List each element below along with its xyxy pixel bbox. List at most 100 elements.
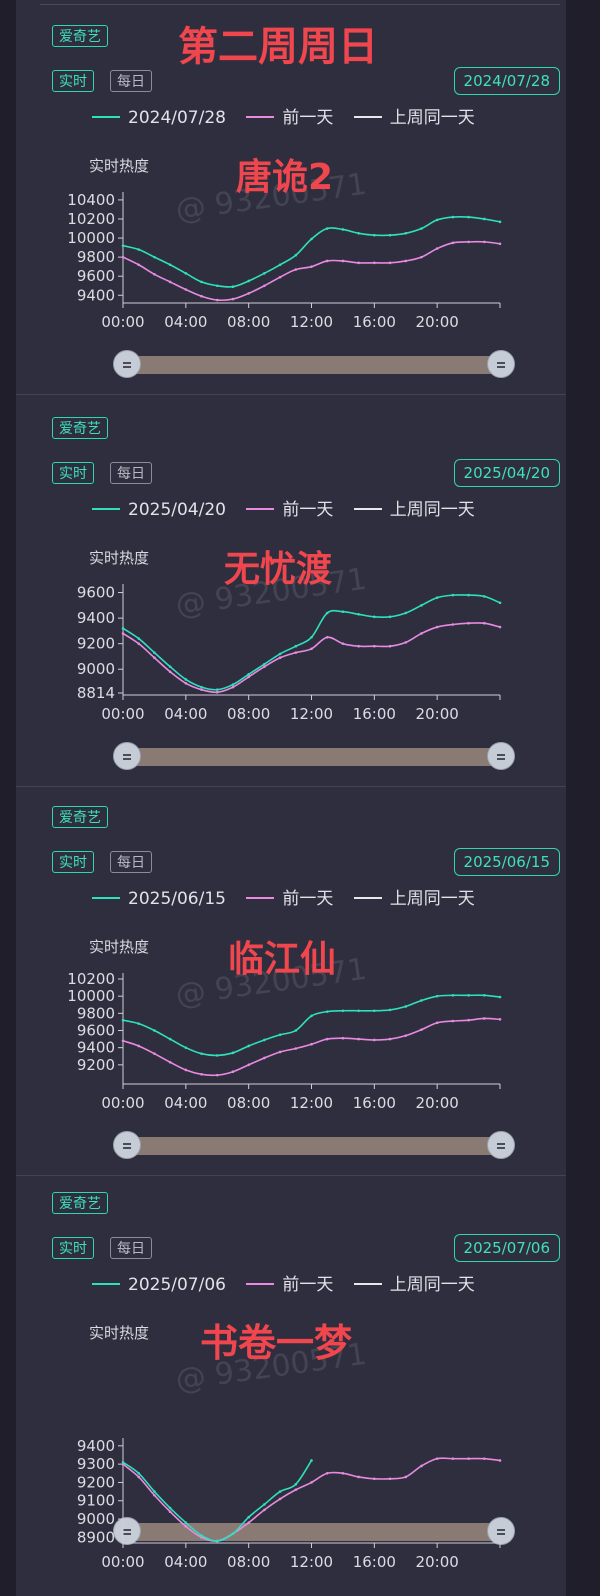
chart-legend: 2024/07/28 前一天 上周同一天 <box>92 103 490 128</box>
legend-label-current: 2025/07/06 <box>128 1275 226 1295</box>
slider-handle-right[interactable] <box>487 350 515 378</box>
legend-item-current[interactable]: 2025/07/06 <box>92 1275 226 1295</box>
data-point-current <box>153 255 156 259</box>
legend-item-last-week[interactable]: 上周同一天 <box>353 103 475 128</box>
date-picker-button[interactable]: 2024/07/28 <box>453 67 560 95</box>
time-range-slider[interactable] <box>113 350 515 380</box>
data-point-current <box>137 1471 141 1475</box>
slider-handle-left[interactable] <box>113 742 141 770</box>
data-point-prev-day <box>388 1037 392 1041</box>
data-point-prev-day <box>388 644 392 648</box>
legend-item-prev-day[interactable]: 前一天 <box>246 884 333 909</box>
data-point-prev-day <box>388 1477 392 1481</box>
data-point-prev-day <box>482 240 486 244</box>
data-point-current <box>373 1009 376 1013</box>
slider-handle-left[interactable] <box>113 350 141 378</box>
slider-track[interactable] <box>123 1137 505 1155</box>
date-picker-button[interactable]: 2025/04/20 <box>453 459 560 487</box>
slider-handle-left[interactable] <box>113 1517 141 1545</box>
slider-track[interactable] <box>123 748 505 766</box>
y-tick-label: 9000 <box>77 660 115 678</box>
time-range-slider[interactable] <box>113 1517 515 1547</box>
legend-item-last-week[interactable]: 上周同一天 <box>353 1270 475 1295</box>
y-tick-label: 10000 <box>67 229 115 247</box>
tab-daily[interactable]: 每日 <box>110 70 152 92</box>
data-point-current <box>420 999 423 1002</box>
y-tick-label: 9000 <box>77 1510 115 1528</box>
data-point-current <box>467 994 470 997</box>
y-tick-label: 9200 <box>77 635 115 653</box>
legend-item-last-week[interactable]: 上周同一天 <box>353 495 475 520</box>
data-point-current <box>373 233 376 237</box>
tab-realtime[interactable]: 实时 <box>52 462 94 484</box>
legend-item-prev-day[interactable]: 前一天 <box>246 103 333 128</box>
line-chart: 8814 9000 9200 9400 9600 00:00 04:00 08:00 12:00… <box>77 584 502 723</box>
data-point-prev-day <box>278 656 282 660</box>
time-range-slider[interactable] <box>113 1131 515 1161</box>
data-point-prev-day <box>482 621 486 625</box>
y-axis-label: 实时热度 <box>89 938 150 956</box>
data-point-current <box>263 1503 266 1506</box>
data-point-current <box>278 1490 282 1493</box>
data-point-prev-day <box>215 690 219 694</box>
legend-swatch-last-week <box>353 1283 382 1285</box>
data-point-current <box>325 611 329 615</box>
data-point-prev-day <box>168 670 172 674</box>
legend-item-current[interactable]: 2025/06/15 <box>92 889 226 909</box>
slider-handle-right[interactable] <box>487 1517 515 1545</box>
data-point-current <box>231 683 235 686</box>
data-point-current <box>184 272 188 275</box>
data-point-current <box>435 596 439 599</box>
data-point-current <box>247 1515 250 1519</box>
y-tick-label: 9100 <box>77 1492 115 1510</box>
tab-realtime[interactable]: 实时 <box>52 70 94 92</box>
legend-item-last-week[interactable]: 上周同一天 <box>353 884 475 909</box>
chart-panel-3: 爱奇艺 实时 每日 2025/06/15 2025/06/15 前一天 上周同一… <box>40 781 560 1173</box>
data-point-current <box>310 1459 313 1462</box>
slider-handle-left[interactable] <box>113 1131 141 1159</box>
legend-item-prev-day[interactable]: 前一天 <box>246 495 333 520</box>
slider-handle-right[interactable] <box>487 1131 515 1159</box>
data-point-current <box>341 610 345 614</box>
data-point-prev-day <box>294 651 298 654</box>
legend-label-prev-day: 前一天 <box>282 500 334 520</box>
legend-swatch-last-week <box>353 897 382 899</box>
data-point-prev-day <box>467 621 470 625</box>
slider-handle-right[interactable] <box>487 742 515 770</box>
tab-realtime[interactable]: 实时 <box>52 1237 94 1259</box>
data-point-prev-day <box>420 1028 423 1031</box>
data-point-current <box>247 1044 250 1048</box>
data-point-prev-day <box>231 685 235 689</box>
date-picker-button[interactable]: 2025/06/15 <box>453 848 560 876</box>
data-point-prev-day <box>184 1068 188 1072</box>
data-point-current <box>153 1490 156 1493</box>
data-point-prev-day <box>121 1039 125 1043</box>
legend-item-current[interactable]: 2024/07/28 <box>92 108 226 128</box>
tab-daily[interactable]: 每日 <box>110 462 152 484</box>
x-tick-label: 00:00 <box>101 705 144 723</box>
tab-realtime[interactable]: 实时 <box>52 851 94 873</box>
slider-track[interactable] <box>123 1523 505 1541</box>
legend-item-prev-day[interactable]: 前一天 <box>246 1270 333 1295</box>
slider-track[interactable] <box>123 356 505 374</box>
tab-daily[interactable]: 每日 <box>110 1237 152 1259</box>
data-point-current <box>278 652 282 656</box>
x-tick-label: 04:00 <box>164 705 207 723</box>
data-point-current <box>294 253 298 257</box>
data-point-prev-day <box>357 644 360 648</box>
y-axis-label: 实时热度 <box>89 1324 150 1342</box>
data-point-prev-day <box>373 1038 376 1042</box>
data-point-prev-day <box>153 1493 156 1497</box>
y-tick-label: 9800 <box>77 248 115 266</box>
y-tick-label: 9600 <box>77 584 115 602</box>
data-point-prev-day <box>357 261 360 265</box>
x-tick-label: 16:00 <box>353 313 396 331</box>
data-point-prev-day <box>231 1070 235 1073</box>
tab-daily[interactable]: 每日 <box>110 851 152 873</box>
date-picker-button[interactable]: 2025/07/06 <box>453 1234 560 1262</box>
legend-item-current[interactable]: 2025/04/20 <box>92 500 226 520</box>
time-range-slider[interactable] <box>113 742 515 772</box>
x-tick-label: 12:00 <box>290 313 333 331</box>
